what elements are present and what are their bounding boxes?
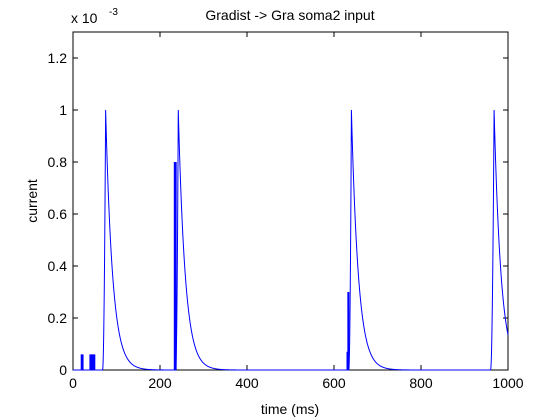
y-tick-label: 0.6 <box>48 206 68 222</box>
x-axis-label: time (ms) <box>261 401 319 417</box>
y-axis-multiplier-exponent: -3 <box>109 7 118 18</box>
y-tick-label: 0.8 <box>48 154 68 170</box>
y-tick-label: 0 <box>59 362 67 378</box>
x-tick-label: 200 <box>148 375 172 391</box>
x-tick-label: 0 <box>69 375 77 391</box>
series-line-current <box>73 109 509 371</box>
y-axis-multiplier-base: x 10 <box>71 10 98 26</box>
x-tick-label: 400 <box>235 375 259 391</box>
y-axis-multiplier: x 10 -3 <box>71 7 118 26</box>
spike-bars <box>80 162 350 370</box>
y-tick-label: 0.4 <box>48 258 68 274</box>
y-axis-label: current <box>24 179 40 223</box>
y-axis-ticks: 0 0.2 0.4 0.6 0.8 1 1.2 <box>48 50 508 378</box>
chart-title: Gradist -> Gra soma2 input <box>205 7 374 23</box>
y-tick-label: 1 <box>59 102 67 118</box>
y-tick-label: 1.2 <box>48 50 68 66</box>
x-tick-label: 800 <box>409 375 433 391</box>
x-axis-ticks: 0 200 400 600 800 1000 <box>69 32 524 391</box>
x-tick-label: 600 <box>322 375 346 391</box>
plot-area-box <box>72 31 509 371</box>
y-tick-label: 0.2 <box>48 310 68 326</box>
x-tick-label: 1000 <box>492 375 523 391</box>
